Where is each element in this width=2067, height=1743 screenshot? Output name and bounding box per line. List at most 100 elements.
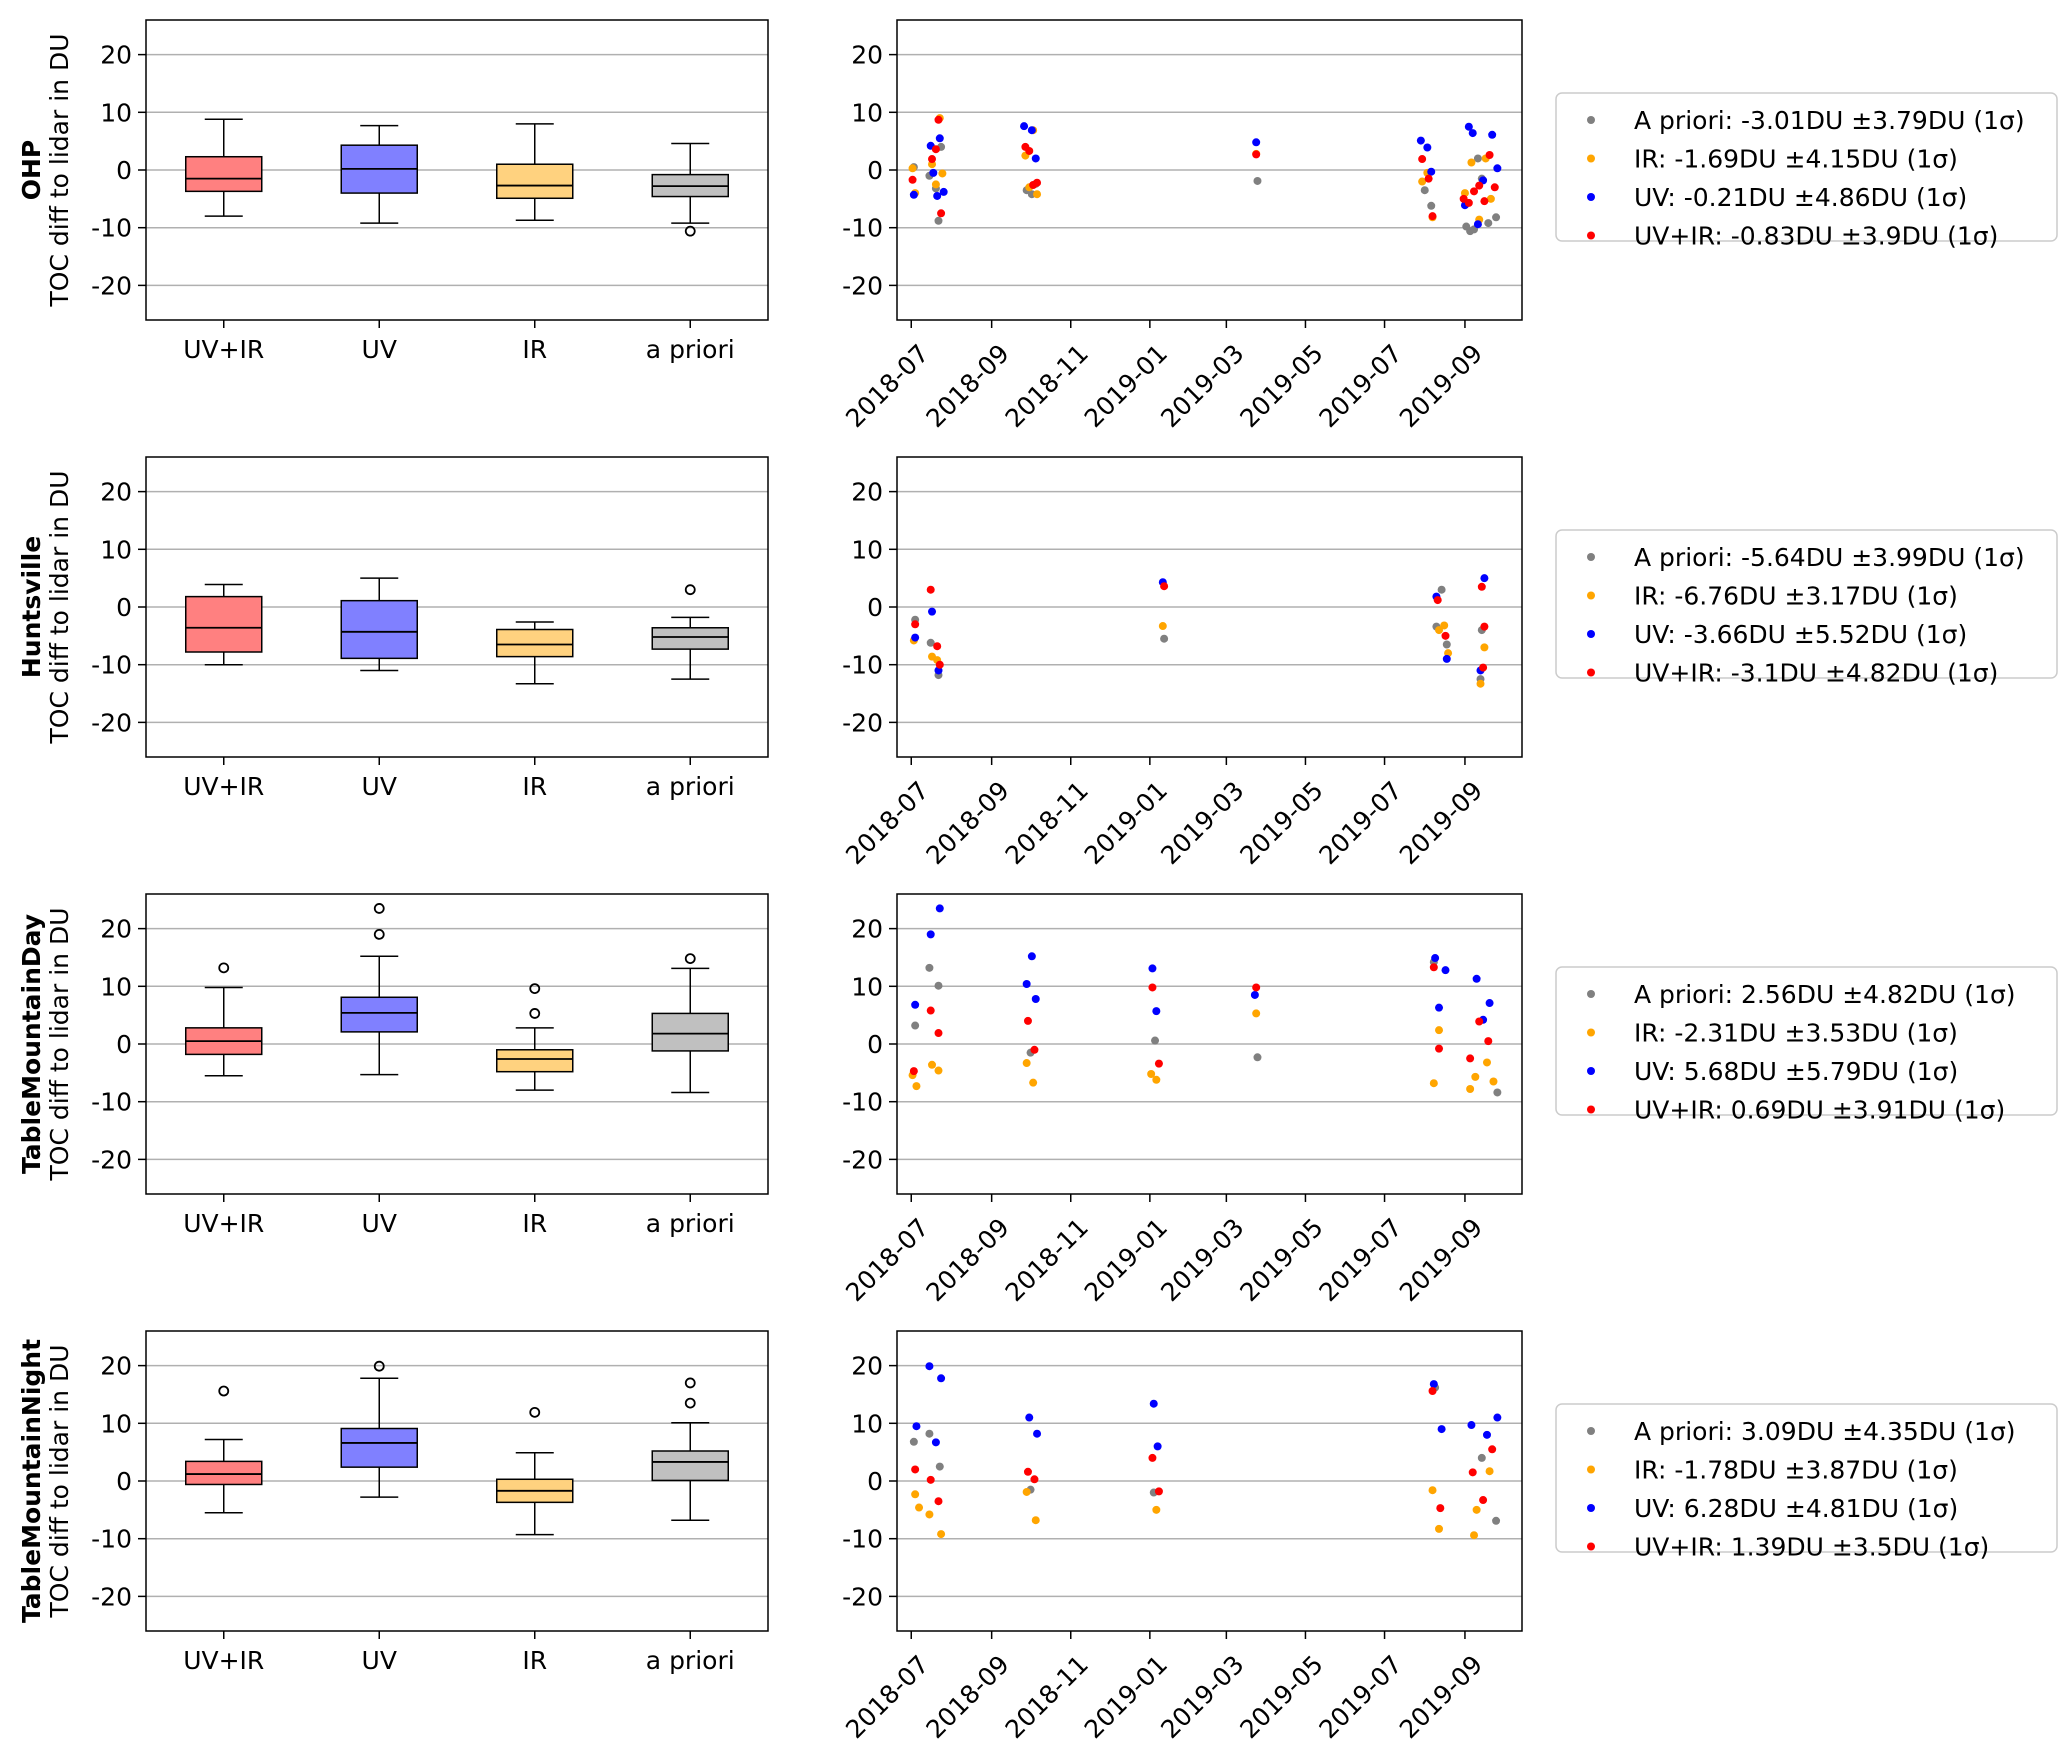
y-tick-label: 0	[867, 1467, 883, 1496]
data-point	[1252, 150, 1261, 159]
axes-frame	[145, 1330, 769, 1632]
box-uv	[340, 577, 418, 672]
y-tick-label: 10	[100, 98, 132, 127]
data-point	[1473, 220, 1482, 229]
y-tick-label: -20	[842, 708, 883, 737]
y-tick-label: -10	[842, 651, 883, 680]
data-point	[925, 1362, 934, 1371]
data-point	[1033, 190, 1042, 199]
legend-marker	[1587, 1427, 1595, 1435]
boxplot: -20 -10 0 10 20 UV+IR UV IR a priori OHP TOC diff …	[17, 19, 769, 364]
y-tick-label: -20	[91, 708, 132, 737]
x-tick-label: 2018-07	[840, 339, 934, 433]
data-point	[1472, 1505, 1481, 1514]
data-point	[1476, 679, 1485, 688]
data-point	[1467, 158, 1476, 167]
legend-marker	[1587, 1465, 1595, 1474]
data-point	[937, 1530, 946, 1539]
data-point	[1435, 626, 1444, 635]
series-uv-ir	[908, 115, 1499, 221]
data-point	[934, 1029, 943, 1038]
x-tick-label: 2018-11	[1000, 339, 1094, 433]
data-point	[1429, 1079, 1438, 1088]
data-point	[1429, 963, 1438, 972]
legend-entry: UV+IR: -0.83DU ±3.9DU (1σ)	[1634, 222, 1998, 251]
legend-marker	[1587, 630, 1595, 638]
data-point	[928, 607, 937, 616]
series-uv	[911, 904, 1494, 1024]
data-point	[1485, 151, 1494, 159]
series-ir	[908, 114, 1495, 224]
x-tick-label: UV	[362, 335, 397, 364]
y-tick-label: -10	[842, 1525, 883, 1554]
data-point	[1470, 187, 1479, 196]
x-tick-label: 2019-07	[1313, 339, 1407, 433]
box-body	[496, 163, 574, 200]
x-tick-label: 2019-01	[1079, 339, 1173, 433]
y-tick-label: 10	[100, 1409, 132, 1438]
data-point	[1477, 582, 1486, 591]
data-point	[1030, 1045, 1039, 1054]
y-axis-label: TOC diff to lidar in DU	[45, 1345, 74, 1619]
y-tick-label: -20	[842, 1582, 883, 1611]
outlier	[684, 953, 696, 965]
axes-frame	[145, 893, 769, 1195]
data-point	[1252, 983, 1261, 992]
data-point	[1479, 1496, 1488, 1505]
data-point	[1489, 1077, 1498, 1086]
panel-Huntsville: -20 -10 0 10 20 UV+IR UV IR a priori Huntsville TO…	[17, 456, 2058, 870]
x-tick-label: UV	[362, 1209, 397, 1238]
legend-entry: A priori: -5.64DU ±3.99DU (1σ)	[1634, 543, 2025, 572]
x-tick-label: 2018-09	[921, 1650, 1015, 1743]
y-tick-label: 10	[100, 972, 132, 1001]
x-tick-label: 2019-09	[1394, 1650, 1488, 1743]
y-tick-label: -20	[91, 1582, 132, 1611]
data-point	[912, 1422, 921, 1431]
data-point	[1423, 143, 1432, 152]
data-point	[1472, 974, 1481, 983]
box-ir	[496, 983, 574, 1091]
legend-entry: A priori: 3.09DU ±4.35DU (1σ)	[1634, 1417, 2016, 1446]
legend-marker	[1587, 553, 1595, 561]
data-point	[1427, 201, 1436, 210]
legend: A priori: 3.09DU ±4.35DU (1σ) IR: -1.78DU…	[1555, 1403, 2058, 1562]
y-tick-label: 20	[100, 41, 132, 70]
legend-marker	[1587, 591, 1595, 600]
x-tick-label: 2018-09	[921, 1213, 1015, 1307]
data-point	[1435, 1524, 1444, 1533]
legend-entry: UV: -3.66DU ±5.52DU (1σ)	[1634, 620, 1967, 649]
data-point	[1464, 122, 1473, 131]
data-point	[1480, 622, 1489, 631]
legend-box	[1555, 1403, 2058, 1553]
legend-entry: IR: -6.76DU ±3.17DU (1σ)	[1634, 582, 1958, 611]
legend: A priori: -3.01DU ±3.79DU (1σ) IR: -1.69D…	[1555, 92, 2058, 251]
box-a-priori	[651, 1377, 729, 1521]
timeseries-scatter: -20-10010202018-072018-092018-112019-012…	[840, 1330, 1523, 1743]
x-tick-label: UV+IR	[183, 335, 264, 364]
axes-frame	[896, 1330, 1523, 1632]
data-point	[1480, 643, 1489, 652]
station-label: TableMountainNight	[17, 1339, 46, 1623]
legend: A priori: 2.56DU ±4.82DU (1σ) IR: -2.31DU…	[1555, 966, 2058, 1125]
legend-entry: IR: -1.78DU ±3.87DU (1σ)	[1634, 1456, 1958, 1485]
legend-box	[1555, 529, 2058, 679]
data-point	[1027, 952, 1036, 961]
data-point	[911, 1000, 920, 1009]
data-point	[935, 1462, 944, 1471]
data-point	[1420, 186, 1429, 195]
data-point	[1148, 964, 1157, 973]
panel-OHP: -20 -10 0 10 20 UV+IR UV IR a priori OHP TOC diff …	[17, 19, 2058, 433]
data-point	[1031, 995, 1040, 1003]
data-point	[909, 1437, 918, 1446]
legend-marker	[1587, 668, 1595, 677]
data-point	[931, 1438, 940, 1447]
data-point	[1152, 1007, 1161, 1016]
outlier	[684, 1377, 696, 1389]
x-tick-label: IR	[522, 335, 547, 364]
y-tick-label: 0	[867, 156, 883, 185]
x-tick-label: UV+IR	[183, 772, 264, 801]
box-a-priori	[651, 584, 729, 680]
data-point	[1153, 1442, 1162, 1451]
data-point	[1440, 621, 1449, 630]
